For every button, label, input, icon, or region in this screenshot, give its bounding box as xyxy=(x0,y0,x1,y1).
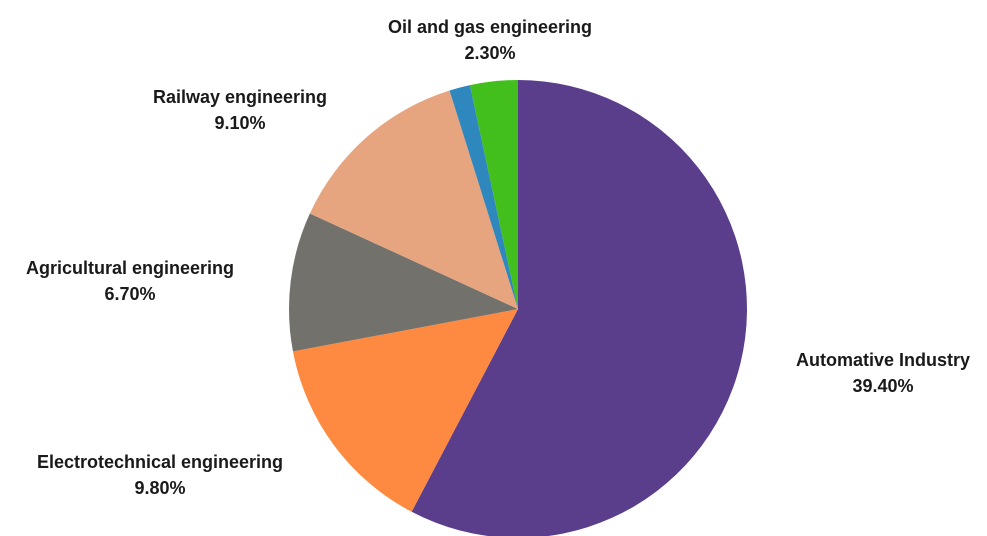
pie-slice-electrotechnical-engineering-1 xyxy=(292,309,518,512)
slice-value-railway-engineering: 9.10% xyxy=(214,113,266,133)
slice-value-electrotechnical-engineering: 9.80% xyxy=(134,478,186,498)
slice-label-electrotechnical-engineering: Electrotechnical engineering 9.80% xyxy=(37,449,283,501)
slice-name-oil-and-gas-engineering: Oil and gas engineering xyxy=(387,17,593,37)
slice-label-railway-engineering: Railway engineering 9.10% xyxy=(153,84,327,136)
slice-value-oil-and-gas-engineering: 2.30% xyxy=(464,43,516,63)
slice-label-oil-and-gas-engineering: Oil and gas engineering 2.30% xyxy=(388,14,592,66)
slice-label-automative-industry: Automative Industry 39.40% xyxy=(796,347,970,399)
slice-name-electrotechnical-engineering: Electrotechnical engineering xyxy=(36,452,284,472)
pie-slice-oil-and-gas-engineering-5 xyxy=(469,80,518,309)
slice-value-agricultural-engineering: 6.70% xyxy=(104,284,156,304)
slice-name-automative-industry: Automative Industry xyxy=(795,350,971,370)
slice-name-agricultural-engineering: Agricultural engineering xyxy=(25,258,235,278)
pie-slice-agricultural-engineering-2 xyxy=(288,213,518,352)
slice-name-railway-engineering: Railway engineering xyxy=(152,87,328,107)
pie-slice-automative-industry-0 xyxy=(411,80,747,536)
pie-slice-unlabeled-4 xyxy=(449,85,518,309)
slice-label-agricultural-engineering: Agricultural engineering 6.70% xyxy=(26,255,234,307)
slice-value-automative-industry: 39.40% xyxy=(852,376,914,396)
pie-slice-railway-engineering-3 xyxy=(309,90,518,309)
